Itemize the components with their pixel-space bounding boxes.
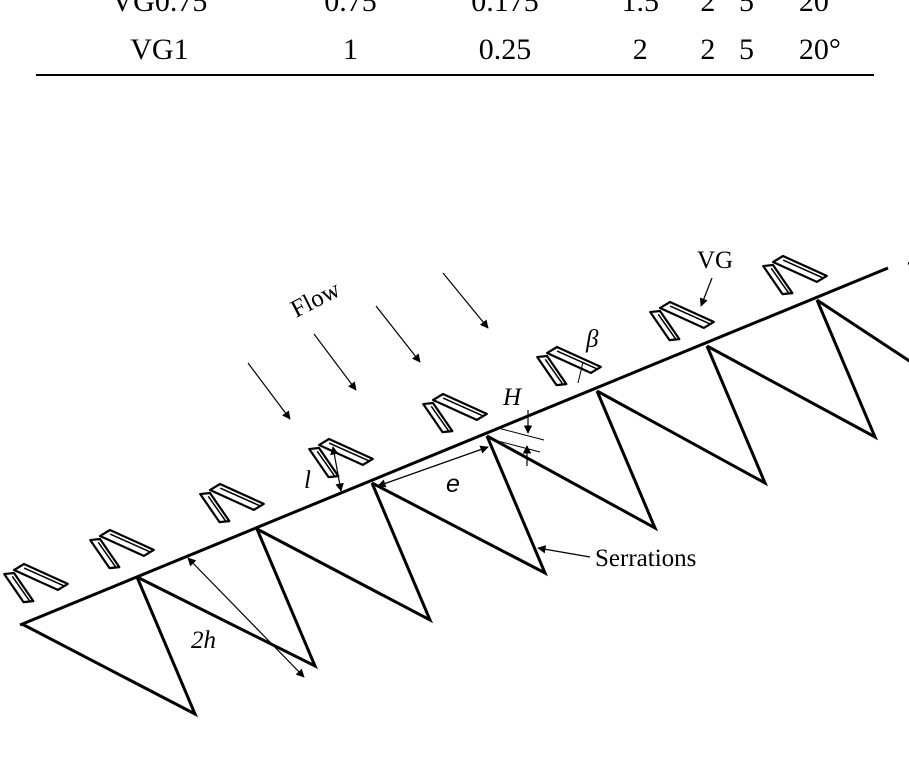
parameter-table-body: VG0.75 0.75 0.175 1.5 2 5 20° VG1 1 0.25 2 2 5 20° <box>36 0 874 76</box>
h-guide-bottom <box>493 439 541 453</box>
vg-vane <box>208 482 265 511</box>
vg-vane <box>431 392 488 421</box>
vg-vane <box>545 345 602 374</box>
serration-tooth <box>21 576 199 718</box>
l-label: l <box>304 467 311 494</box>
vortex-generators <box>3 254 828 604</box>
parameter-table: VG0.75 0.75 0.175 1.5 2 5 20° VG1 1 0.25 2 2 5 20° <box>36 0 874 76</box>
flow-arrows <box>247 272 489 420</box>
table-cell: 20° <box>798 0 841 18</box>
table-cell: 1 <box>282 26 419 76</box>
table-cell: 0.25 <box>418 26 592 76</box>
table-cell: VG1 <box>36 26 283 76</box>
table-cell: 5 <box>727 26 766 76</box>
table-cell: 2 <box>591 26 689 76</box>
vg-vane <box>317 437 374 466</box>
beta-label: β <box>585 326 599 353</box>
vg-pair <box>89 528 155 570</box>
vg-pair <box>762 254 828 296</box>
table-cell: 2 <box>700 0 716 18</box>
vg-vane <box>98 528 155 557</box>
serrations-pointer <box>537 545 591 558</box>
table-cell: 0.175 <box>471 0 539 18</box>
flow-arrow <box>247 362 291 420</box>
vg-pair <box>199 482 265 524</box>
vg-vane <box>658 300 715 329</box>
serration-teeth <box>21 262 909 718</box>
flow-label: Flow <box>286 276 344 323</box>
vg-vane <box>12 562 69 591</box>
vg-vane <box>762 263 794 296</box>
2h-label: 2h <box>191 627 216 654</box>
vg-pair <box>422 392 488 434</box>
e-dimension-arrow <box>377 445 489 488</box>
2h-dimension-arrow <box>187 557 305 678</box>
table-row: VG0.75 0.75 0.175 1.5 2 5 20° <box>36 0 874 26</box>
serration-tooth <box>596 345 769 487</box>
serration-tooth <box>816 262 909 363</box>
vg-vane <box>771 254 828 283</box>
vg-vane <box>199 491 231 524</box>
trailing-edge-line <box>19 266 889 627</box>
table-cell: 20° <box>765 26 874 76</box>
table-row: VG1 1 0.25 2 2 5 20° <box>36 26 874 76</box>
H-label: H <box>502 384 523 411</box>
flow-arrow <box>375 305 421 363</box>
vg-vane <box>3 571 35 604</box>
vg-pair <box>3 562 69 604</box>
table-cell: 1.5 <box>621 0 659 18</box>
serration-tooth <box>256 482 434 624</box>
table-cell: 5 <box>738 0 754 18</box>
vg-pair <box>536 345 602 387</box>
h-guide-top <box>497 427 545 441</box>
serration-tooth <box>706 299 879 441</box>
vg-pair <box>649 300 715 342</box>
flow-arrow <box>313 333 357 391</box>
table-cell: 0.75 <box>324 0 377 18</box>
serrations-label: Serrations <box>595 545 696 572</box>
e-label: e <box>446 470 460 498</box>
beta-pointer <box>577 361 584 384</box>
table-cell: VG0.75 <box>111 0 208 18</box>
vg-vane <box>536 354 568 387</box>
flow-arrow <box>442 272 489 329</box>
vg-vane <box>649 309 681 342</box>
serration-tooth <box>371 435 549 577</box>
vg-vane <box>422 401 454 434</box>
vg-vane <box>89 537 121 570</box>
serration-tooth <box>486 390 659 532</box>
vg-pair <box>308 437 374 479</box>
l-dimension-arrow <box>330 446 344 492</box>
table-cell: 2 <box>688 26 728 76</box>
vg-label-arrow <box>699 277 713 307</box>
vg-label: VG <box>697 247 733 274</box>
